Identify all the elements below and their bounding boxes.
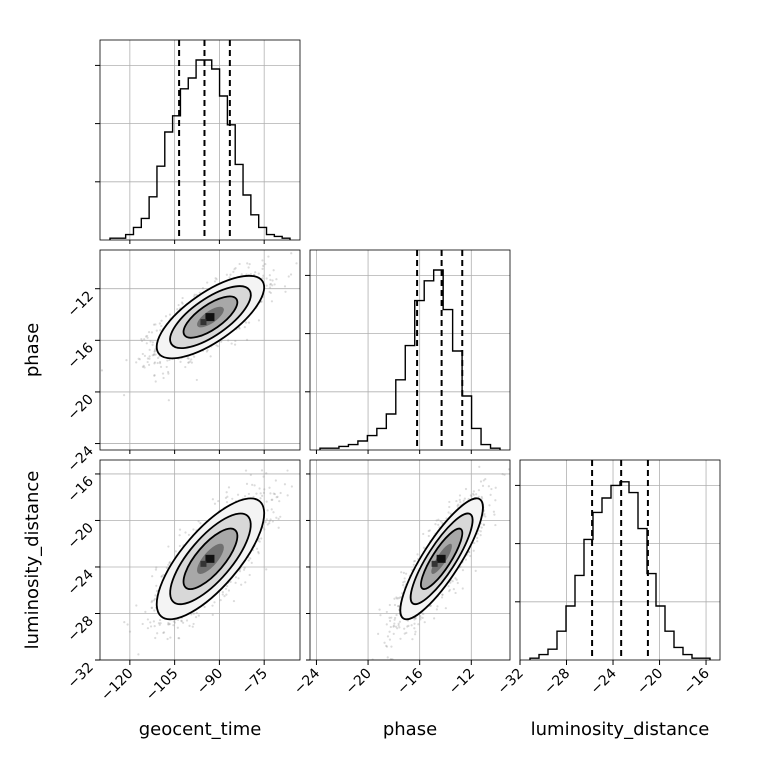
x-tick-label: −20 <box>634 666 666 698</box>
density-peak <box>200 560 207 567</box>
x-tick-label: −32 <box>495 666 527 698</box>
x-tick-label: −12 <box>446 666 478 698</box>
y-axis-label-luminosity_distance: luminosity_distance <box>22 471 43 650</box>
density-peak <box>431 560 438 567</box>
y-tick-label: −20 <box>65 391 97 423</box>
y-tick-label: −24 <box>65 443 97 475</box>
x-tick-label: −24 <box>588 665 620 697</box>
panel-frame <box>519 459 721 661</box>
x-axis-label-phase: phase <box>383 719 437 740</box>
histogram-phase <box>319 269 501 450</box>
x-axis-label-luminosity_distance: luminosity_distance <box>531 719 710 740</box>
hist-panel-luminosity_distance <box>515 459 721 661</box>
panel-frame <box>309 459 511 661</box>
density-peak <box>205 554 215 563</box>
y-tick-label: −16 <box>65 473 97 505</box>
x-tick-label: −16 <box>394 665 426 697</box>
x-axis-label-geocent_time: geocent_time <box>139 719 262 740</box>
y-tick-label: −32 <box>65 660 97 692</box>
x-tick-label: −120 <box>98 666 137 705</box>
scatter-panel-phase-vs-luminosity_distance <box>309 459 511 661</box>
density-peak <box>205 313 215 322</box>
x-tick-label: −105 <box>143 666 182 705</box>
panel-frame <box>99 249 301 451</box>
density-peak <box>200 319 207 326</box>
x-tick-label: −24 <box>291 665 323 697</box>
hist-panel-phase <box>305 249 511 451</box>
scatter-panel-geocent_time-vs-luminosity_distance <box>99 459 301 661</box>
density-peak <box>436 554 446 563</box>
panel-frame <box>99 39 301 241</box>
y-tick-label: −12 <box>65 288 97 320</box>
hist-panel-geocent_time <box>95 39 301 241</box>
histogram-geocent_time <box>109 59 291 240</box>
x-tick-label: −20 <box>343 666 375 698</box>
scatter-panel-geocent_time-vs-phase <box>99 249 301 451</box>
y-tick-label: −16 <box>65 340 97 372</box>
x-tick-label: −28 <box>541 666 573 698</box>
x-tick-label: −16 <box>681 665 713 697</box>
y-axis-label-phase: phase <box>22 323 43 377</box>
x-tick-label: −90 <box>194 666 226 698</box>
panel-frame <box>99 459 301 661</box>
y-tick-label: −24 <box>65 566 97 598</box>
panel-frame <box>309 249 511 451</box>
x-tick-label: −75 <box>239 666 271 698</box>
histogram-luminosity_distance <box>529 481 711 660</box>
y-tick-label: −20 <box>65 520 97 552</box>
y-tick-label: −28 <box>65 613 97 645</box>
